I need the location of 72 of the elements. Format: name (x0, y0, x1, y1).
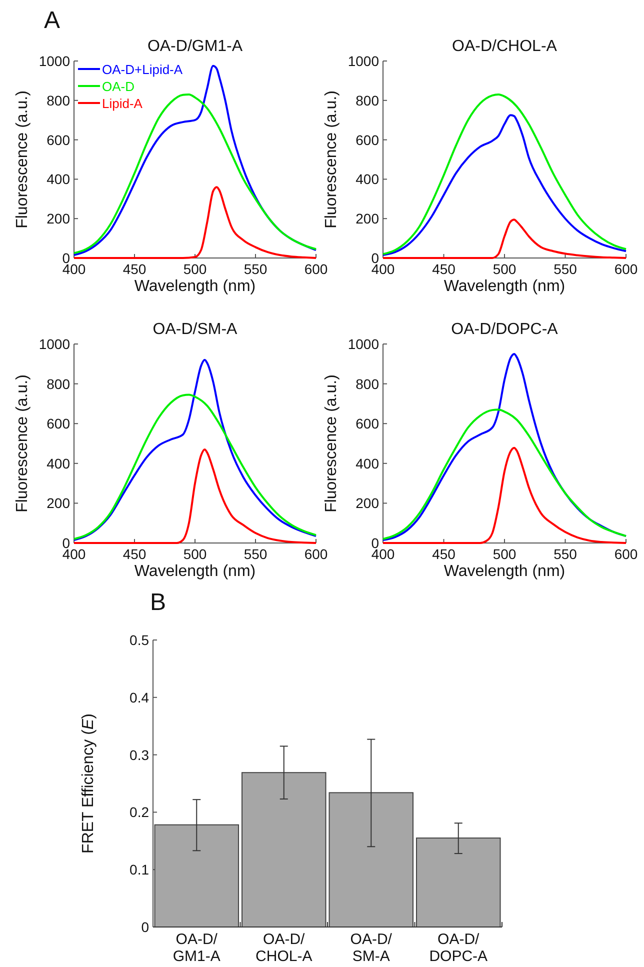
x-tick-label: 500 (183, 546, 207, 562)
line-series (73, 394, 317, 540)
x-tick-label: OA-D/ DOPC-A (429, 931, 488, 965)
x-tick-label: 550 (244, 261, 268, 277)
y-tick-label: 0.2 (130, 804, 150, 820)
y-tick-label: 600 (46, 416, 70, 432)
y-tick-label: 400 (356, 455, 380, 472)
x-tick-label: 450 (122, 546, 146, 562)
text: B (150, 589, 166, 616)
x-axis-title: Wavelength (nm) (134, 563, 256, 580)
y-tick-label: 800 (356, 92, 380, 108)
y-tick-label: 0.3 (130, 746, 150, 763)
line-series (73, 93, 317, 254)
y-tick-label: 1000 (348, 336, 380, 352)
x-tick-label: 500 (492, 546, 516, 562)
y-tick-label: 600 (356, 132, 380, 148)
bar (416, 838, 501, 928)
x-tick-label: OA-D/ CHOL-A (256, 931, 312, 965)
x-tick-label: 550 (554, 261, 578, 277)
legend-label: Lipid-A (102, 96, 143, 111)
y-axis-title: Fluorescence (a.u.) (323, 90, 340, 228)
y-tick-label: 1000 (38, 336, 70, 352)
y-tick-label: 0.1 (130, 862, 150, 878)
x-tick-label: 600 (614, 546, 638, 562)
y-tick-label: 800 (46, 92, 70, 108)
text: A (44, 7, 60, 34)
legend-label: OA-D+Lipid-A (102, 62, 183, 77)
y-axis-title: Fluorescence (a.u.) (323, 374, 340, 512)
y-tick-label: 200 (356, 210, 380, 227)
x-tick-label: OA-D/ GM1-A (172, 931, 220, 965)
x-axis-title: Wavelength (nm) (444, 563, 566, 580)
y-axis-title: Fluorescence (a.u.) (14, 90, 31, 228)
y-tick-label: 0.5 (130, 632, 150, 648)
x-tick-label: OA-D/ SM-A (350, 931, 393, 965)
y-tick-label: 400 (46, 171, 70, 188)
bar (241, 772, 326, 928)
x-tick-label: 450 (122, 261, 146, 277)
chart-title: OA-D/GM1-A (147, 38, 243, 55)
y-axis-title: FRET Efficiency (E) (80, 714, 97, 854)
line-series (382, 408, 627, 540)
y-tick-label: 800 (356, 376, 380, 392)
x-tick-label: 500 (183, 261, 207, 277)
x-tick-label: 450 (432, 261, 456, 277)
x-axis-title: Wavelength (nm) (444, 278, 566, 295)
x-axis-title: Wavelength (nm) (134, 278, 256, 295)
y-tick-label: 1000 (38, 53, 70, 69)
y-tick-label: 200 (46, 210, 70, 227)
chart-title: OA-D/CHOL-A (452, 38, 558, 55)
y-tick-label: 600 (356, 416, 380, 432)
bar (328, 792, 414, 928)
x-tick-label: 600 (304, 261, 328, 277)
y-tick-label: 0 (141, 919, 150, 935)
y-tick-label: 400 (356, 171, 380, 188)
bar (154, 824, 240, 928)
y-tick-label: 400 (46, 455, 70, 472)
line-series (73, 64, 317, 256)
legend-label: OA-D (102, 79, 134, 94)
y-tick-label: 600 (46, 132, 70, 148)
y-tick-label: 800 (46, 376, 70, 392)
x-tick-label: 600 (304, 546, 328, 562)
x-tick-label: 550 (244, 546, 268, 562)
chart-title: OA-D/SM-A (152, 321, 238, 338)
y-tick-label: 200 (356, 495, 380, 512)
x-tick-label: 500 (492, 261, 516, 277)
y-tick-label: 0.4 (130, 689, 150, 706)
y-tick-label: 1000 (348, 53, 380, 69)
x-tick-label: 450 (432, 546, 456, 562)
y-tick-label: 200 (46, 495, 70, 512)
y-axis-title: Fluorescence (a.u.) (14, 374, 31, 512)
chart-title: OA-D/DOPC-A (451, 321, 558, 338)
x-tick-label: 550 (554, 546, 578, 562)
x-tick-label: 600 (614, 261, 638, 277)
